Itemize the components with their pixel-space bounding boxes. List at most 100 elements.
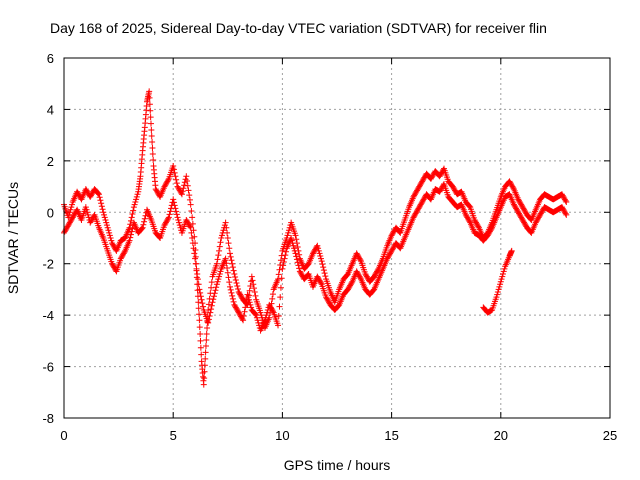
data-point — [218, 232, 225, 239]
data-point — [390, 228, 397, 235]
data-point — [84, 209, 91, 216]
data-point — [74, 190, 81, 196]
data-point — [176, 222, 183, 229]
data-point — [110, 242, 117, 249]
data-point — [415, 205, 422, 212]
data-point — [217, 239, 224, 246]
data-point — [87, 218, 94, 225]
data-point — [464, 214, 471, 221]
data-point — [226, 250, 233, 257]
data-point — [507, 179, 514, 186]
data-point — [297, 269, 304, 276]
y-tick-label: -4 — [42, 308, 54, 323]
data-point — [127, 231, 134, 238]
data-point — [519, 217, 526, 223]
data-point — [204, 325, 211, 331]
data-point — [512, 204, 519, 211]
data-point — [166, 211, 173, 218]
data-point — [518, 215, 525, 222]
data-point — [353, 250, 360, 257]
data-point — [153, 187, 160, 194]
data-point — [508, 182, 515, 189]
data-point — [210, 296, 217, 303]
data-point — [250, 281, 257, 288]
data-point — [226, 283, 233, 290]
data-point — [248, 304, 255, 311]
data-point — [99, 206, 106, 213]
data-point — [95, 190, 102, 197]
data-point — [237, 312, 244, 319]
data-point — [190, 245, 197, 252]
data-point — [129, 211, 136, 217]
data-point — [278, 275, 285, 282]
data-point — [205, 301, 212, 308]
data-point — [563, 199, 570, 205]
data-point — [186, 196, 193, 203]
data-point — [193, 265, 200, 272]
data-point — [414, 206, 421, 213]
data-point — [165, 215, 172, 222]
data-point — [186, 222, 193, 229]
data-point — [276, 266, 283, 273]
data-point — [267, 303, 274, 310]
data-point — [100, 209, 107, 216]
data-point — [165, 177, 172, 184]
data-point — [213, 260, 220, 267]
data-point — [275, 276, 282, 283]
data-point — [246, 287, 253, 294]
data-point — [466, 218, 473, 225]
data-point — [69, 201, 76, 208]
data-point — [419, 178, 426, 185]
data-point — [419, 197, 426, 204]
data-point — [130, 204, 137, 211]
data-point — [348, 280, 355, 286]
data-point — [415, 184, 422, 191]
data-point — [537, 211, 544, 218]
data-point — [241, 308, 248, 315]
data-point — [162, 181, 169, 187]
data-point — [194, 271, 201, 277]
data-point — [497, 278, 504, 285]
data-point — [269, 291, 276, 298]
data-point — [128, 228, 135, 235]
data-point — [418, 179, 425, 186]
data-point — [161, 222, 168, 229]
data-point — [106, 229, 113, 236]
data-point — [501, 265, 508, 272]
data-point — [386, 251, 393, 258]
data-point — [421, 195, 428, 202]
data-point — [497, 281, 504, 288]
data-point — [177, 224, 184, 231]
data-point — [163, 218, 170, 225]
data-point — [240, 317, 247, 324]
data-point — [196, 286, 203, 293]
data-point — [88, 191, 95, 198]
data-point — [66, 220, 73, 227]
data-point — [179, 188, 186, 195]
data-point — [229, 260, 236, 267]
data-point — [176, 187, 183, 194]
data-point — [417, 201, 424, 208]
data-point — [521, 208, 528, 214]
data-point — [146, 94, 153, 101]
data-point — [416, 183, 423, 190]
data-point — [133, 196, 140, 203]
data-point — [314, 273, 321, 280]
data-point — [253, 314, 260, 321]
data-point — [162, 182, 169, 189]
data-point — [209, 299, 216, 306]
data-point — [130, 207, 137, 214]
data-point — [354, 269, 361, 276]
data-point — [243, 300, 249, 307]
data-point — [494, 291, 501, 298]
data-point — [149, 151, 156, 157]
data-point — [189, 235, 196, 241]
data-point — [180, 185, 187, 192]
data-point — [236, 310, 243, 317]
data-point — [411, 211, 418, 218]
data-point — [202, 343, 209, 349]
data-point — [288, 235, 295, 241]
data-point — [283, 248, 290, 255]
data-point — [165, 214, 172, 221]
data-point — [184, 218, 191, 225]
